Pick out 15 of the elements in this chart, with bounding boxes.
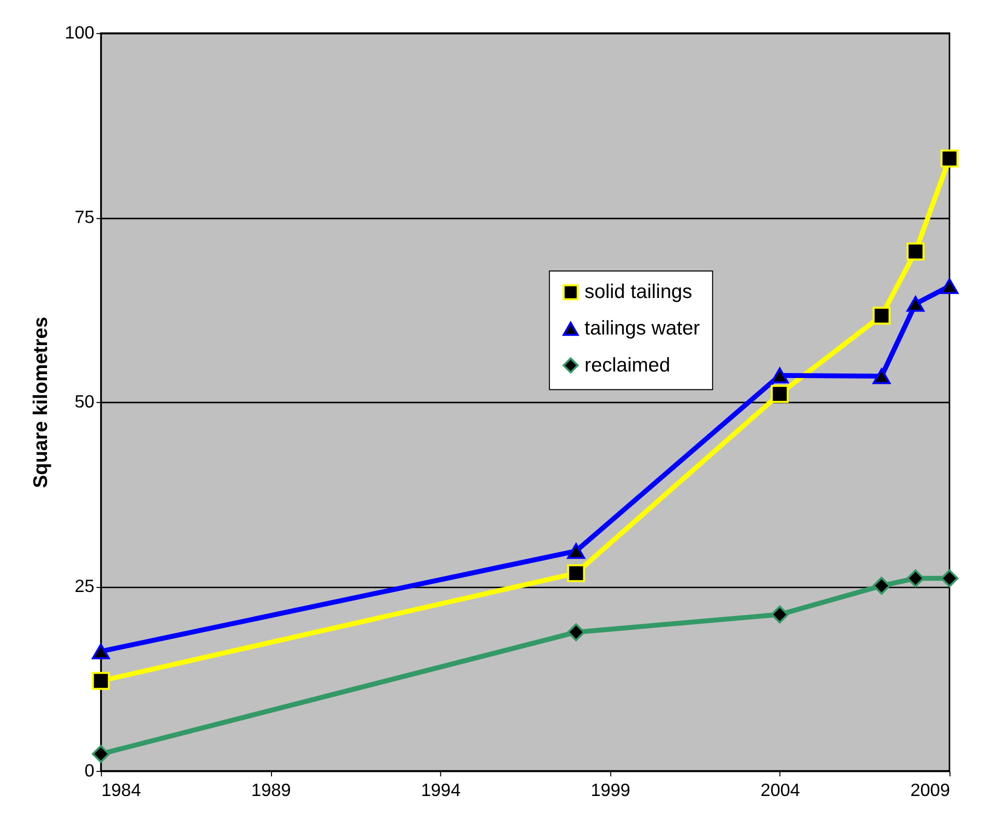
y-tick-label: 100 [64,22,95,43]
x-tick-label: 2004 [760,780,800,800]
legend-label: tailings water [584,318,700,340]
y-tick-label: 75 [74,206,95,227]
x-tick-label: 1984 [101,780,142,800]
x-tick-label: 2009 [910,780,950,800]
x-tick-label: 1989 [251,780,291,800]
y-tick-label: 0 [84,760,95,780]
legend-label: solid tailings [584,281,692,304]
legend-label: reclaimed [584,354,670,376]
x-tick-label: 1999 [590,780,630,800]
y-axis-title: Square kilometres [30,316,52,488]
y-tick-label: 25 [74,576,95,596]
x-tick-label: 1994 [421,780,461,800]
y-tick-label: 50 [74,391,95,412]
